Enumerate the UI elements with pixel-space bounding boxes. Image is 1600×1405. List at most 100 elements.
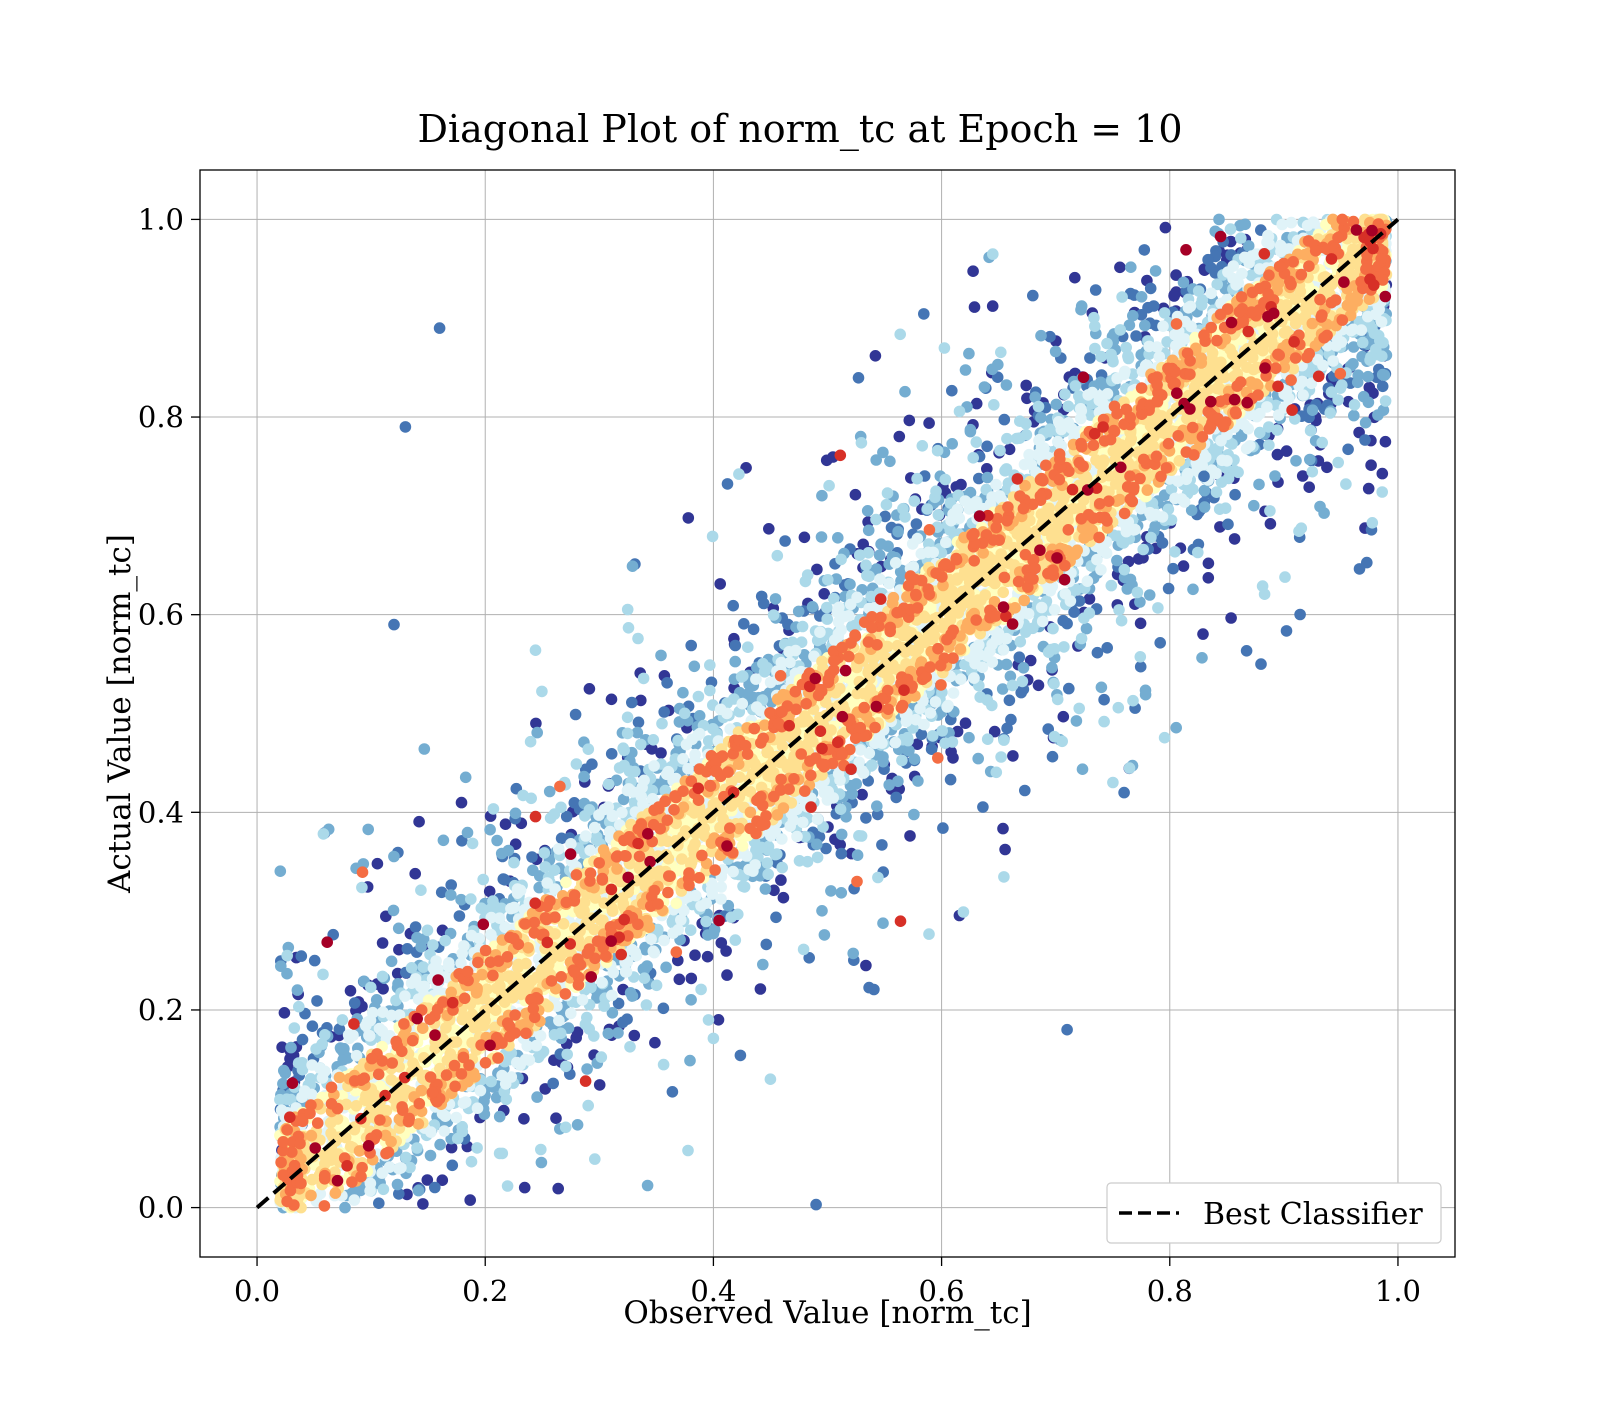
scatter-point <box>1307 404 1319 416</box>
scatter-point <box>876 839 888 851</box>
scatter-point <box>1124 762 1136 774</box>
scatter-point <box>1019 785 1031 797</box>
scatter-point <box>439 1125 451 1137</box>
scatter-point <box>907 538 919 550</box>
scatter-point <box>378 1184 390 1196</box>
scatter-point <box>1211 486 1223 498</box>
scatter-point <box>1263 439 1275 451</box>
scatter-point <box>1202 254 1214 266</box>
scatter-point <box>807 601 819 613</box>
scatter-point <box>775 874 787 886</box>
scatter-point <box>309 955 321 967</box>
scatter-point <box>1098 716 1110 728</box>
scatter-point <box>413 816 425 828</box>
scatter-point <box>677 687 689 699</box>
scatter-point <box>911 473 923 485</box>
scatter-point <box>863 525 875 537</box>
scatter-point <box>1172 331 1184 343</box>
scatter-point <box>816 905 828 917</box>
scatter-point <box>835 803 847 815</box>
scatter-point <box>681 739 693 751</box>
scatter-point <box>1114 262 1126 274</box>
scatter-point <box>1254 427 1266 439</box>
scatter-point <box>847 948 859 960</box>
scatter-point <box>1159 732 1171 744</box>
scatter-point <box>498 873 510 885</box>
scatter-point <box>472 1102 484 1114</box>
scatter-point <box>1119 564 1131 576</box>
scatter-point <box>892 526 904 538</box>
scatter-point <box>527 865 539 877</box>
scatter-point <box>627 990 639 1002</box>
scatter-point <box>1001 379 1013 391</box>
scatter-point <box>583 1023 595 1035</box>
scatter-point <box>1007 680 1019 692</box>
scatter-point <box>1033 435 1045 447</box>
scatter-point <box>502 1180 514 1192</box>
scatter-point <box>890 792 902 804</box>
scatter-point <box>1132 587 1144 599</box>
scatter-point <box>536 1157 548 1169</box>
scatter-point <box>635 739 647 751</box>
scatter-point <box>977 662 989 674</box>
scatter-point <box>466 930 478 942</box>
scatter-point <box>727 866 739 878</box>
scatter-point <box>1246 250 1258 262</box>
scatter-point <box>1178 277 1190 289</box>
scatter-point <box>986 700 998 712</box>
scatter-point <box>1203 558 1215 570</box>
scatter-point <box>965 424 977 436</box>
scatter-point <box>1001 433 1013 445</box>
scatter-point <box>918 719 930 731</box>
scatter-point <box>902 735 914 747</box>
scatter-point <box>356 882 368 894</box>
scatter-point <box>1273 409 1285 421</box>
scatter-point <box>439 935 451 947</box>
scatter-point <box>584 845 596 857</box>
scatter-point <box>606 694 618 706</box>
scatter-point <box>797 621 809 633</box>
scatter-point <box>988 399 1000 411</box>
scatter-point <box>1035 330 1047 342</box>
scatter-point <box>967 452 979 464</box>
scatter-point <box>835 554 847 566</box>
scatter-point <box>466 1156 478 1168</box>
chart-title: Diagonal Plot of norm_tc at Epoch = 10 <box>417 107 1182 152</box>
scatter-point <box>622 785 634 797</box>
scatter-point <box>982 733 994 745</box>
scatter-point <box>1159 307 1171 319</box>
scatter-point <box>550 1112 562 1124</box>
scatter-point <box>306 1089 318 1101</box>
scatter-point <box>765 1073 777 1085</box>
scatter-point <box>440 1110 452 1122</box>
scatter-point <box>1359 434 1371 446</box>
scatter-point <box>618 745 630 757</box>
scatter-point <box>1213 214 1225 226</box>
scatter-point <box>836 848 848 860</box>
scatter-point <box>491 835 503 847</box>
scatter-point <box>1060 588 1072 600</box>
scatter-point <box>622 712 634 724</box>
scatter-point <box>1229 533 1241 545</box>
scatter-point <box>1169 289 1181 301</box>
scatter-point <box>586 758 598 770</box>
scatter-point <box>1253 479 1265 491</box>
scatter-point <box>922 503 934 515</box>
scatter-point <box>791 831 803 843</box>
scatter-point <box>497 1148 509 1160</box>
scatter-point <box>365 982 377 994</box>
scatter-point <box>580 830 592 842</box>
scatter-point <box>968 672 980 684</box>
scatter-point <box>972 753 984 765</box>
scatter-point <box>1057 615 1069 627</box>
scatter-point <box>783 646 795 658</box>
scatter-point <box>839 611 851 623</box>
scatter-point <box>377 983 389 995</box>
scatter-point <box>648 945 660 957</box>
scatter-point <box>750 673 762 685</box>
scatter-point <box>977 801 989 813</box>
scatter-point <box>946 385 958 397</box>
scatter-point <box>1349 399 1361 411</box>
scatter-point <box>757 658 769 670</box>
scatter-point <box>622 604 634 616</box>
